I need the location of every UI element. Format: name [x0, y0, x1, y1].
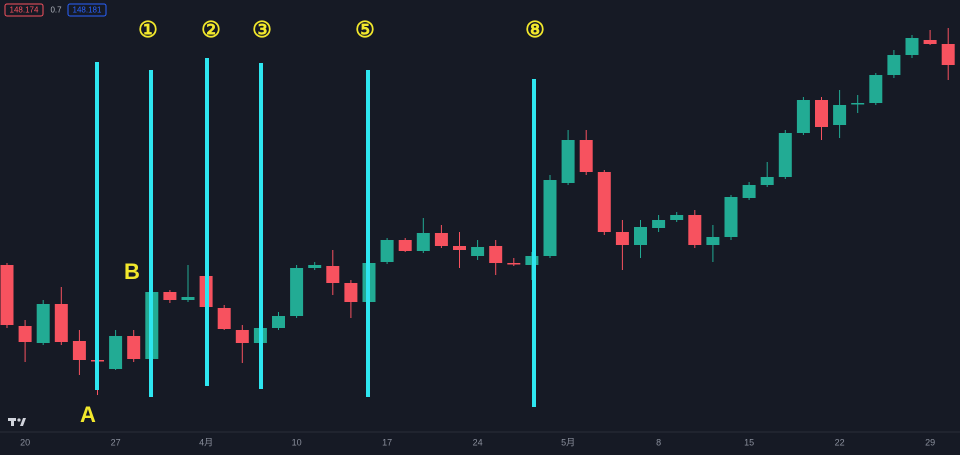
candle-body — [796, 100, 810, 133]
candle-body — [272, 316, 285, 328]
candle-body — [380, 240, 394, 262]
candle-body — [760, 177, 774, 185]
annotation: B — [124, 259, 140, 284]
candle-body — [778, 133, 792, 177]
candle-body — [833, 105, 847, 125]
candle-body — [507, 263, 521, 265]
candle-body — [525, 256, 539, 265]
candle-body — [54, 304, 68, 342]
candle-body — [453, 246, 466, 250]
x-tick-label: 29 — [925, 437, 935, 447]
candle-body — [688, 215, 702, 245]
candle-body — [706, 237, 720, 245]
candle-body — [344, 283, 358, 302]
x-tick-label: 10 — [292, 437, 302, 447]
candle-body — [869, 75, 883, 103]
x-tick-label: 5月 — [561, 437, 575, 447]
logo-part — [20, 418, 26, 426]
candle-body — [923, 40, 937, 44]
candle-body — [887, 55, 901, 75]
x-tick-label: 8 — [656, 437, 661, 447]
candle-body — [670, 215, 684, 220]
candle-body — [489, 246, 503, 263]
candle-body — [290, 268, 304, 316]
x-tick-label: 17 — [382, 437, 392, 447]
candle-body — [127, 336, 141, 359]
logo — [8, 418, 26, 426]
candle-body — [434, 233, 448, 246]
candle-body — [905, 38, 919, 55]
annotation: A — [80, 402, 96, 427]
candle-body — [308, 265, 322, 268]
annotation: ② — [201, 17, 221, 42]
candle-body — [217, 308, 231, 329]
candle-body — [471, 247, 485, 256]
candle-body — [416, 233, 430, 251]
candle-body — [851, 103, 865, 105]
price-tag: 148.181 — [73, 6, 102, 15]
candle-body — [634, 227, 647, 245]
annotation: ① — [138, 17, 158, 42]
x-tick-label: 27 — [111, 437, 121, 447]
annotation: ⑤ — [355, 17, 375, 42]
candle-body — [181, 297, 195, 300]
candle-body — [815, 100, 828, 127]
logo-part — [11, 418, 14, 426]
candle-body — [742, 185, 756, 198]
x-tick-label: 4月 — [199, 437, 213, 447]
candle-body — [615, 232, 629, 245]
x-tick-label: 20 — [20, 437, 30, 447]
candle-body — [72, 341, 86, 360]
price-tag: 148.174 — [10, 6, 39, 15]
annotation: ③ — [252, 17, 272, 42]
candle-body — [579, 140, 593, 172]
candle-body — [109, 336, 123, 369]
candle-body — [36, 304, 50, 343]
candle-body — [163, 292, 177, 300]
candle-body — [941, 44, 955, 65]
candle-body — [652, 220, 666, 228]
candle-body — [0, 265, 14, 325]
candle-body — [18, 326, 32, 342]
tag-box — [67, 3, 107, 17]
price-tags: 148.174 0.7 148.181 — [4, 3, 107, 17]
annotation: ⑧ — [525, 17, 545, 42]
candle-body — [561, 140, 575, 183]
candle-body — [597, 172, 611, 232]
tag-box — [4, 3, 44, 17]
candle-body — [326, 266, 340, 283]
candle-body — [398, 240, 412, 251]
candle-body — [724, 197, 738, 237]
x-tick-label: 24 — [473, 437, 483, 447]
candle-body — [235, 330, 249, 343]
price-tag: 0.7 — [50, 6, 62, 15]
logo-part — [17, 418, 21, 422]
candle-body — [543, 180, 557, 256]
x-tick-label: 22 — [835, 437, 845, 447]
x-tick-label: 15 — [744, 437, 754, 447]
